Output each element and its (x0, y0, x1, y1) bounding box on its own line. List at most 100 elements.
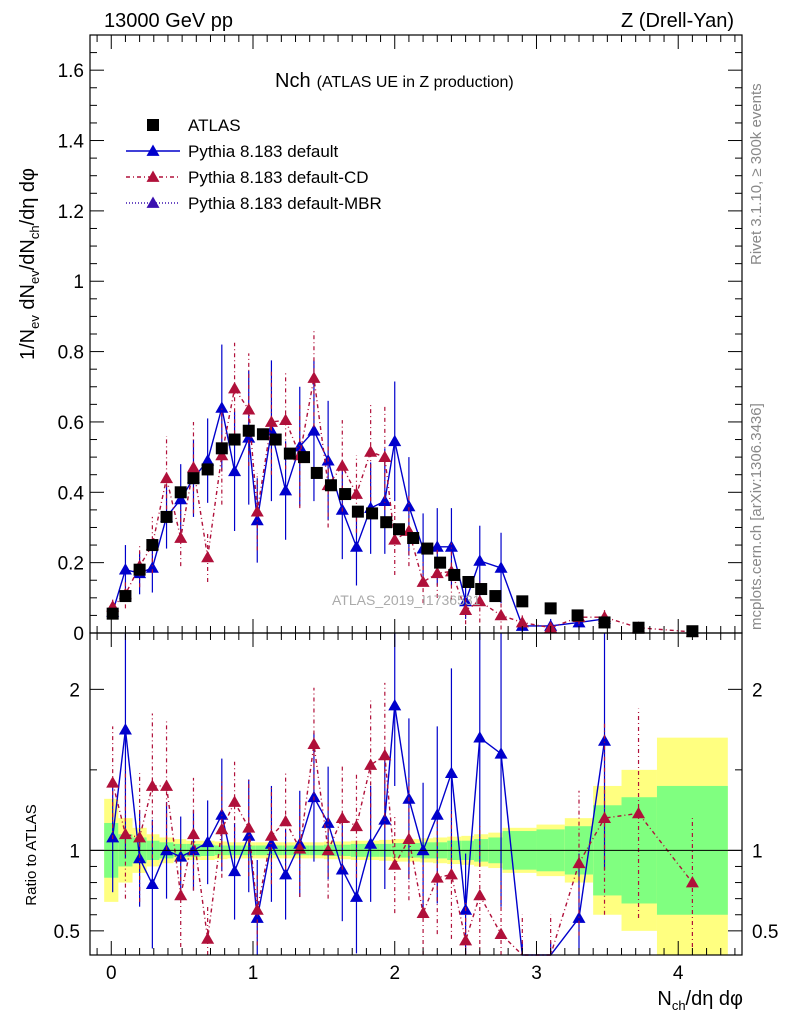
x-tick-label: 4 (673, 963, 684, 984)
atlas-point (407, 532, 420, 545)
atlas-point (201, 463, 214, 476)
ratio-tick-label-right: 1 (752, 841, 763, 862)
series-point-main (388, 533, 402, 545)
series-point-ratio (201, 835, 215, 848)
atlas-point (174, 486, 187, 499)
series-point-ratio (228, 795, 242, 807)
rivet-label: Rivet 3.1.10, ≥ 300k events (748, 83, 765, 265)
atlas-point (392, 523, 405, 536)
series-point-main (494, 608, 508, 621)
series-point-main (402, 499, 416, 512)
series-point-ratio (106, 776, 120, 788)
atlas-point (462, 575, 475, 588)
series-point-ratio (598, 734, 612, 746)
series-point-ratio (160, 779, 174, 791)
series-point-ratio (598, 811, 612, 824)
atlas-point (351, 505, 364, 518)
x-axis-label: Nch/dη dφ (657, 988, 743, 1013)
header-left: 13000 GeV pp (104, 10, 233, 32)
atlas-point (339, 488, 352, 501)
series-point-ratio (430, 808, 444, 820)
atlas-point (256, 428, 269, 441)
series-point-main (430, 566, 444, 579)
series-point-main (201, 454, 215, 466)
series-point-ratio (215, 808, 229, 820)
series-point-main (349, 487, 363, 499)
series-point-main (228, 464, 242, 477)
series-point-ratio (444, 766, 458, 778)
series-point-ratio (118, 827, 132, 840)
series-layer (106, 328, 699, 956)
atlas-point (366, 507, 379, 520)
x-tick-label: 2 (389, 963, 400, 984)
series-point-main (250, 505, 264, 517)
ratio-axis-label: Ratio to ATLAS (23, 804, 40, 905)
series-point-main (228, 382, 242, 394)
series-point-main (494, 561, 508, 573)
series-point-main (459, 603, 473, 616)
series-point-ratio (215, 822, 229, 835)
ratio-frame (89, 632, 743, 956)
ratio-tick-label-right: 2 (752, 680, 763, 701)
atlas-point (298, 451, 311, 464)
atlas-point (160, 510, 173, 523)
series-point-main (279, 413, 293, 426)
series-point-ratio (459, 934, 473, 946)
series-point-ratio (473, 888, 487, 901)
series-point-ratio (402, 832, 416, 844)
uncertainty-bands (104, 737, 728, 955)
series-point-ratio (632, 806, 646, 819)
series-point-main (242, 431, 256, 443)
atlas-point (119, 590, 132, 603)
labels: 13000 GeV pp Z (Drell-Yan) Rivet 3.1.10,… (17, 10, 765, 1013)
x-tick-label: 0 (106, 963, 117, 984)
legend: ATLAS Pythia 8.183 default Pythia 8.183 de… (126, 116, 382, 213)
legend-label: Pythia 8.183 default-MBR (188, 194, 382, 213)
series-point-ratio (494, 747, 508, 759)
series-point-main (378, 494, 392, 506)
series-point-main (174, 531, 188, 543)
series-point-ratio (494, 927, 508, 939)
series-point-ratio (321, 843, 335, 856)
series-point-main (250, 513, 264, 526)
plot-title: Nch (ATLAS UE in Z production) (275, 70, 514, 92)
y-tick-label: 1.4 (58, 132, 85, 153)
series-point-ratio (388, 858, 402, 870)
series-point-ratio (307, 790, 321, 803)
atlas-point (448, 568, 461, 581)
legend-label: ATLAS (188, 116, 241, 135)
atlas-data (106, 424, 699, 638)
ratio-tick-label-right: 0.5 (752, 922, 778, 943)
legend-marker (146, 170, 160, 182)
series-point-ratio (307, 737, 321, 749)
series-point-ratio (145, 779, 159, 791)
series-point-ratio (145, 877, 159, 890)
atlas-point (380, 516, 393, 529)
legend-marker (146, 144, 160, 156)
series-point-ratio (416, 843, 430, 856)
series-ratio-1 (106, 682, 699, 956)
series-point-ratio (242, 829, 256, 841)
series-point-main (416, 575, 430, 587)
atlas-point (133, 563, 146, 576)
series-point-ratio (279, 814, 293, 827)
series-point-main (201, 550, 215, 563)
series-point-main (444, 540, 458, 552)
series-point-ratio (349, 890, 363, 902)
atlas-point (571, 609, 584, 622)
atlas-point (475, 583, 488, 596)
series-point-main (307, 371, 321, 383)
series-point-ratio (133, 830, 147, 843)
series-point-ratio (364, 758, 378, 770)
atlas-point (421, 542, 434, 555)
atlas-point (516, 595, 529, 608)
series-point-main (160, 471, 174, 484)
series-point-main (264, 415, 278, 427)
axes: 0 1 2 3 4 0 0.2 0.4 0.6 0.8 1 1.2 1.4 1.6 0.5 0.5 1 1 2 2 (54, 34, 778, 984)
legend-label: Pythia 8.183 default-CD (188, 168, 369, 187)
y-axis-label: 1/Nev dNev/dNch/dη dφ (17, 168, 42, 360)
series-point-ratio (364, 837, 378, 849)
series-point-main (118, 563, 132, 575)
series-point-ratio (349, 819, 363, 832)
